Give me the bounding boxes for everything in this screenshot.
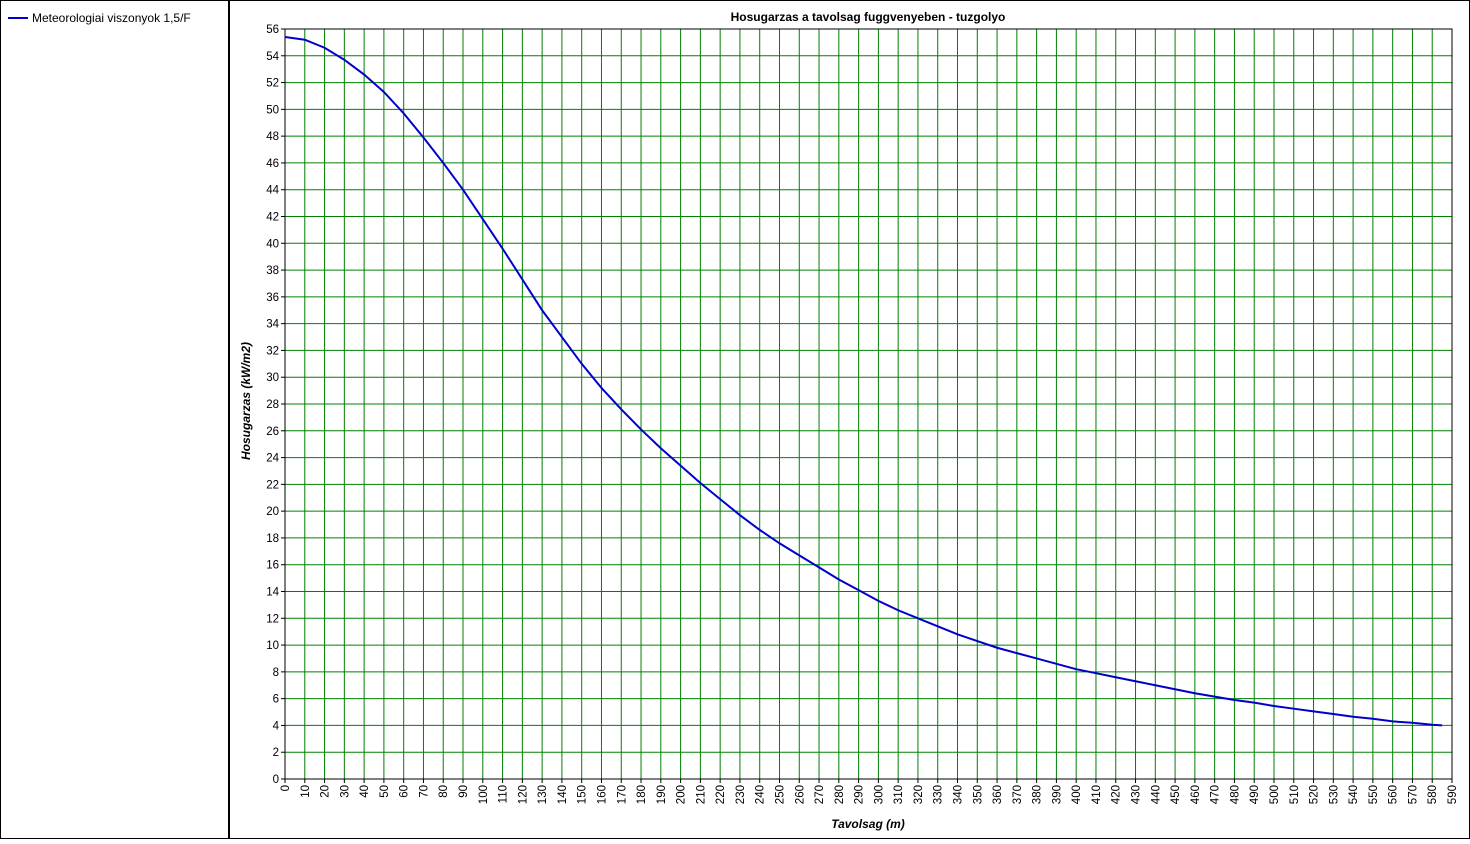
y-tick-label: 38 [266,265,279,277]
x-tick-label: 520 [1309,785,1321,804]
x-tick-label: 10 [300,785,312,798]
y-tick-label: 18 [266,533,279,545]
x-tick-label: 70 [418,785,430,798]
x-tick-label: 150 [577,785,589,804]
y-tick-label: 30 [266,372,279,384]
x-tick-label: 560 [1388,785,1400,804]
y-tick-label: 24 [266,453,279,465]
x-tick-label: 370 [1012,785,1024,804]
x-tick-label: 350 [972,785,984,804]
y-tick-label: 52 [266,78,279,90]
x-tick-label: 200 [676,785,688,804]
y-tick-label: 8 [273,667,279,679]
x-tick-label: 390 [1051,785,1063,804]
y-axis-label: Hosugarzas (kW/m2) [239,342,253,460]
x-tick-label: 170 [616,785,628,804]
x-tick-label: 530 [1328,785,1340,804]
x-tick-label: 540 [1348,785,1360,804]
y-tick-label: 44 [266,185,279,197]
x-tick-label: 480 [1229,785,1241,804]
x-tick-label: 20 [320,785,332,798]
x-tick-label: 250 [774,785,786,804]
x-tick-label: 80 [438,785,450,798]
y-tick-label: 14 [266,587,279,599]
x-tick-label: 330 [933,785,945,804]
x-tick-label: 450 [1170,785,1182,804]
x-tick-label: 410 [1091,785,1103,804]
plot-border [284,28,1453,780]
x-tick-label: 0 [280,785,292,791]
x-tick-label: 340 [953,785,965,804]
x-tick-label: 570 [1407,785,1419,804]
y-tick-label: 12 [266,613,279,625]
y-tick-label: 32 [266,345,279,357]
y-tick-label: 2 [273,747,279,759]
y-tick-label: 46 [266,158,279,170]
x-tick-label: 430 [1131,785,1143,804]
y-tick-label: 4 [273,720,280,732]
y-tick-label: 6 [273,694,279,706]
y-tick-label: 40 [266,238,279,250]
x-tick-label: 110 [498,785,510,803]
y-tick-label: 50 [266,104,279,116]
y-tick-label: 42 [266,212,279,224]
x-tick-label: 90 [458,785,470,798]
x-tick-label: 300 [873,785,885,804]
x-tick-label: 510 [1289,785,1301,804]
x-tick-label: 30 [339,785,351,798]
y-tick-label: 20 [266,506,279,518]
x-tick-label: 160 [596,785,608,804]
x-tick-label: 550 [1368,785,1380,804]
x-tick-label: 380 [1032,785,1044,804]
x-tick-label: 580 [1427,785,1439,804]
chart-title: Hosugarzas a tavolsag fuggvenyeben - tuz… [731,10,1006,24]
x-tick-label: 100 [478,785,490,804]
x-tick-label: 420 [1111,785,1123,804]
x-tick-label: 240 [755,785,767,804]
x-tick-label: 220 [715,785,727,804]
x-tick-label: 490 [1249,785,1261,804]
x-tick-label: 60 [399,785,411,798]
x-tick-label: 320 [913,785,925,804]
x-tick-label: 290 [854,785,866,804]
x-tick-label: 460 [1190,785,1202,804]
x-axis-label: Tavolsag (m) [831,817,905,831]
x-tick-label: 130 [537,785,549,804]
x-tick-label: 190 [656,785,668,804]
y-tick-label: 34 [266,319,279,331]
x-tick-label: 270 [814,785,826,804]
x-tick-label: 310 [893,785,905,804]
y-tick-label: 48 [266,131,279,143]
y-tick-label: 26 [266,426,279,438]
x-tick-label: 260 [794,785,806,804]
y-tick-label: 36 [266,292,279,304]
y-tick-label: 0 [273,774,279,786]
x-tick-label: 500 [1269,785,1281,804]
y-tick-label: 56 [266,24,279,36]
y-tick-label: 10 [266,640,279,652]
x-tick-label: 590 [1447,785,1459,804]
x-tick-label: 280 [834,785,846,804]
x-tick-label: 470 [1210,785,1222,804]
x-tick-label: 50 [379,785,391,798]
x-tick-label: 180 [636,785,648,804]
x-tick-label: 210 [695,785,707,804]
y-tick-label: 16 [266,560,279,572]
y-tick-label: 22 [266,479,279,491]
x-tick-label: 140 [557,785,569,804]
y-tick-label: 28 [266,399,279,411]
x-tick-label: 440 [1150,785,1162,804]
y-tick-label: 54 [266,51,279,63]
legend-label: Meteorologiai viszonyok 1,5/F [32,11,191,25]
x-tick-label: 120 [517,785,529,804]
x-tick-label: 400 [1071,785,1083,804]
series-line [284,36,1443,727]
x-tick-label: 40 [359,785,371,798]
x-tick-label: 360 [992,785,1004,804]
x-tick-label: 230 [735,785,747,804]
